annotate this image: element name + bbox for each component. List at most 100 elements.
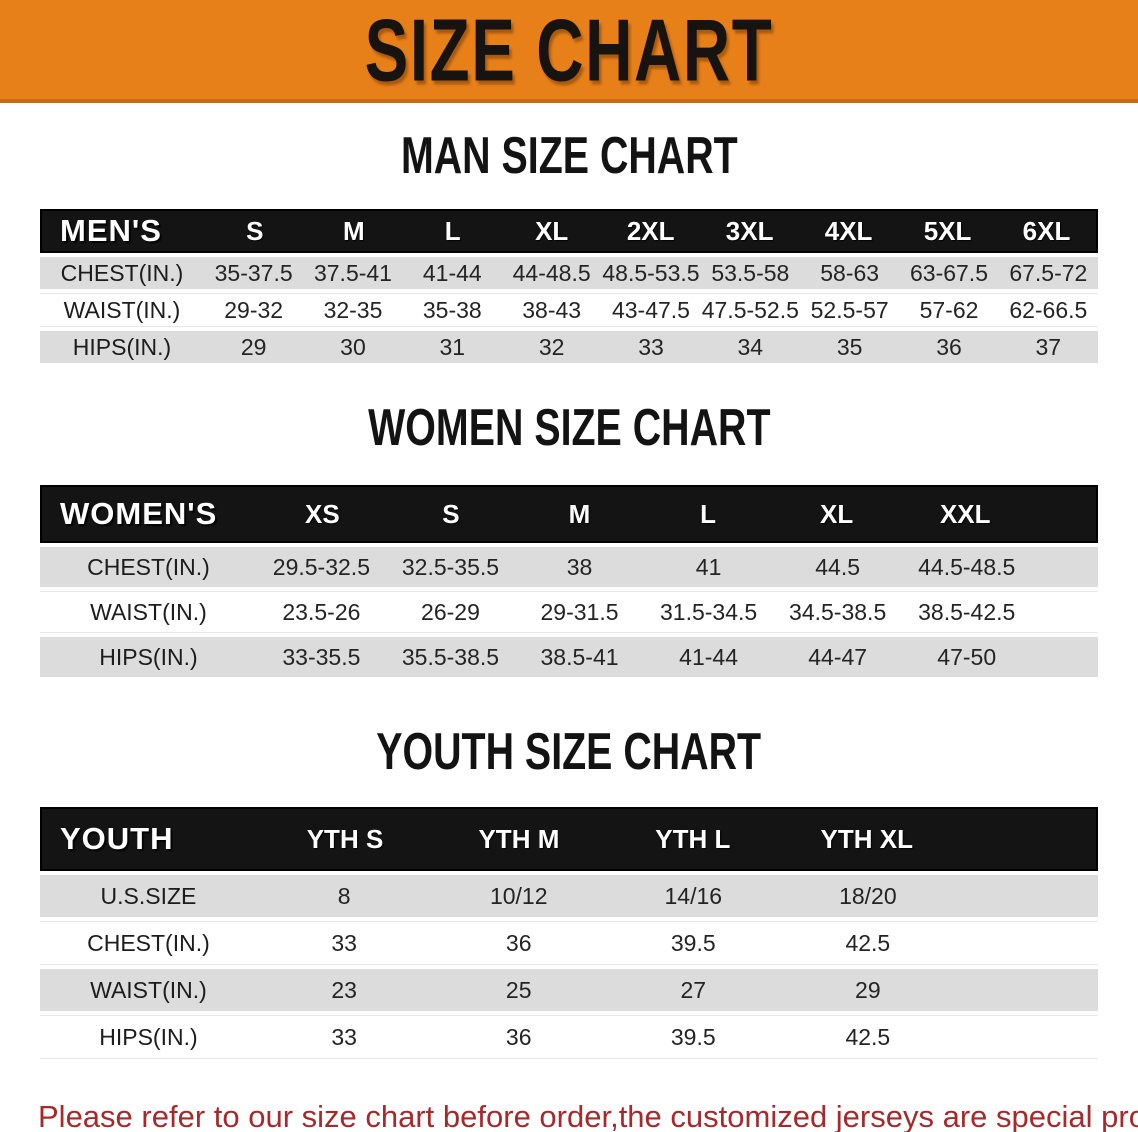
size-column-header: XS bbox=[305, 498, 340, 529]
size-column-header: 4XL bbox=[824, 215, 873, 246]
measurement-value: 34.5-38.5 bbox=[789, 598, 887, 625]
measurement-value: 29.5-32.5 bbox=[272, 553, 370, 580]
top-banner: SIZE CHART bbox=[0, 0, 1138, 103]
measurement-value: 10/12 bbox=[489, 882, 548, 909]
measurement-value: 41 bbox=[695, 553, 722, 580]
measurement-value: 38.5-42.5 bbox=[918, 598, 1016, 625]
table-row: WAIST(IN.) 23.5-26 26-29 29-31.5 31.5-34.5 34… bbox=[40, 591, 1098, 633]
youth-size-table: YOUTH YTH S YTH M YTH L YTH XL U.S.SIZE 8 10/12… bbox=[40, 807, 1098, 1059]
table-row: HIPS(IN.) 29 30 31 32 33 34 35 36 37 bbox=[40, 331, 1098, 363]
measurement-value: 42.5 bbox=[845, 929, 891, 956]
table-row: WAIST(IN.) 29-32 32-35 35-38 38-43 43-47.5 47.… bbox=[40, 293, 1098, 327]
measurement-row-label: HIPS(IN.) bbox=[99, 643, 198, 670]
measurement-value: 36 bbox=[936, 333, 962, 360]
measurement-row-label: WAIST(IN.) bbox=[90, 976, 207, 1003]
measurement-row-label: HIPS(IN.) bbox=[72, 333, 172, 360]
measurement-value: 67.5-72 bbox=[1009, 259, 1088, 286]
measurement-value: 47.5-52.5 bbox=[701, 296, 799, 323]
measurement-value: 41-44 bbox=[679, 643, 738, 670]
size-column-header: S bbox=[442, 498, 460, 529]
size-column-header: YTH S bbox=[306, 823, 384, 854]
size-column-header: 6XL bbox=[1022, 215, 1071, 246]
measurement-value: 8 bbox=[337, 882, 351, 909]
measurement-value: 29-32 bbox=[224, 296, 284, 323]
measurement-row-label: WAIST(IN.) bbox=[63, 296, 181, 323]
measurement-value: 33 bbox=[331, 1023, 357, 1050]
measurement-value: 38.5-41 bbox=[540, 643, 619, 670]
women-section-heading-wrap: WOMEN SIZE CHART bbox=[0, 399, 1138, 458]
table-category-label: MEN'S bbox=[60, 213, 162, 248]
table-row: CHEST(IN.) 33 36 39.5 42.5 bbox=[40, 921, 1098, 965]
measurement-value: 34 bbox=[737, 333, 764, 360]
measurement-value: 37.5-41 bbox=[313, 259, 392, 286]
measurement-value: 35.5-38.5 bbox=[401, 643, 500, 670]
measurement-value: 38 bbox=[566, 553, 593, 580]
measurement-value: 44-48.5 bbox=[512, 259, 591, 286]
table-row: HIPS(IN.) 33 36 39.5 42.5 bbox=[40, 1015, 1098, 1059]
man-section-heading-wrap: MAN SIZE CHART bbox=[0, 127, 1138, 186]
measurement-value: 32 bbox=[538, 333, 565, 360]
measurement-value: 42.5 bbox=[845, 1023, 891, 1050]
measurement-value: 25 bbox=[505, 976, 532, 1003]
size-column-header: XL bbox=[820, 498, 854, 529]
measurement-value: 47-50 bbox=[937, 643, 997, 670]
measurement-value: 38-43 bbox=[522, 296, 582, 323]
youth-section-heading-wrap: YOUTH SIZE CHART bbox=[0, 723, 1138, 782]
table-row: CHEST(IN.) 35-37.5 37.5-41 41-44 44-48.5 48.5… bbox=[40, 257, 1098, 289]
table-header-row: YOUTH YTH S YTH M YTH L YTH XL bbox=[40, 807, 1098, 871]
size-column-header: M bbox=[568, 498, 591, 529]
measurement-value: 35-38 bbox=[422, 296, 482, 323]
measurement-value: 36 bbox=[505, 1023, 532, 1050]
table-row: CHEST(IN.) 29.5-32.5 32.5-35.5 38 41 44.5 44.5… bbox=[40, 547, 1098, 587]
banner-title: SIZE CHART bbox=[364, 0, 774, 99]
measurement-value: 57-62 bbox=[919, 296, 979, 323]
table-header-row: MEN'S S M L XL 2XL 3XL 4XL 5XL 6XL bbox=[40, 209, 1098, 253]
measurement-row-label: CHEST(IN.) bbox=[60, 259, 184, 286]
measurement-value: 44.5-48.5 bbox=[918, 553, 1016, 580]
table-row: U.S.SIZE 8 10/12 14/16 18/20 bbox=[40, 875, 1098, 917]
measurement-row-label: HIPS(IN.) bbox=[99, 1023, 198, 1050]
measurement-value: 33 bbox=[331, 929, 357, 956]
measurement-value: 29 bbox=[240, 333, 267, 360]
size-column-header: L bbox=[700, 498, 717, 529]
measurement-value: 43-47.5 bbox=[611, 296, 690, 323]
table-category-label: WOMEN'S bbox=[60, 496, 218, 531]
measurement-value: 39.5 bbox=[670, 1023, 716, 1050]
measurement-value: 48.5-53.5 bbox=[602, 259, 700, 286]
size-column-header: 2XL bbox=[626, 215, 675, 246]
measurement-value: 29-31.5 bbox=[540, 598, 619, 625]
measurement-value: 35-37.5 bbox=[214, 259, 293, 286]
table-header-row: WOMEN'S XS S M L XL XXL bbox=[40, 485, 1098, 543]
women-section-heading: WOMEN SIZE CHART bbox=[367, 399, 771, 458]
measurement-value: 31 bbox=[439, 333, 466, 360]
size-column-header: YTH M bbox=[478, 823, 560, 854]
measurement-value: 33-35.5 bbox=[282, 643, 361, 670]
measurement-value: 29 bbox=[855, 976, 881, 1003]
size-column-header: 5XL bbox=[923, 215, 972, 246]
measurement-value: 26-29 bbox=[421, 598, 480, 625]
measurement-value: 53.5-58 bbox=[711, 259, 790, 286]
size-column-header: S bbox=[246, 215, 264, 246]
measurement-value: 27 bbox=[680, 976, 707, 1003]
table-row: WAIST(IN.) 23 25 27 29 bbox=[40, 969, 1098, 1011]
measurement-value: 30 bbox=[340, 333, 366, 360]
women-size-table: WOMEN'S XS S M L XL XXL CHEST(IN.) 29.5-32.5 32.5… bbox=[40, 485, 1098, 677]
man-section-heading: MAN SIZE CHART bbox=[400, 127, 738, 186]
size-column-header: L bbox=[444, 215, 461, 246]
measurement-value: 62-66.5 bbox=[1009, 296, 1088, 323]
measurement-value: 52.5-57 bbox=[810, 296, 889, 323]
measurement-value: 32.5-35.5 bbox=[401, 553, 500, 580]
measurement-value: 31.5-34.5 bbox=[659, 598, 758, 625]
youth-section-heading: YOUTH SIZE CHART bbox=[376, 723, 762, 782]
size-column-header: 3XL bbox=[725, 215, 774, 246]
measurement-value: 23 bbox=[331, 976, 357, 1003]
measurement-value: 14/16 bbox=[664, 882, 723, 909]
measurement-value: 41-44 bbox=[422, 259, 482, 286]
table-row: HIPS(IN.) 33-35.5 35.5-38.5 38.5-41 41-44 44-… bbox=[40, 637, 1098, 677]
measurement-row-label: WAIST(IN.) bbox=[90, 598, 207, 625]
size-column-header: XL bbox=[535, 215, 569, 246]
disclaimer-note: Please refer to our size chart before or… bbox=[38, 1093, 1138, 1132]
measurement-value: 36 bbox=[505, 929, 532, 956]
size-column-header: YTH L bbox=[655, 823, 731, 854]
